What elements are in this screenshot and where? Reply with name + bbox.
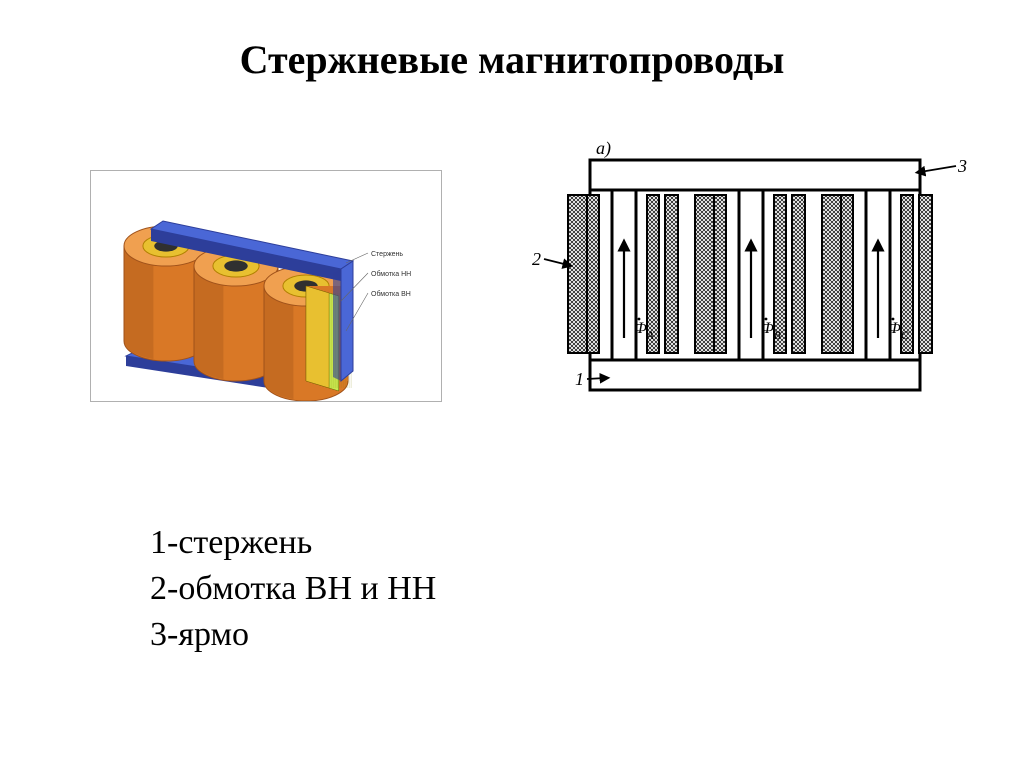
- title-text: Стержневые магнитопроводы: [240, 37, 785, 82]
- transformer-iso-svg: Стержень Обмотка НН Обмотка ВН: [91, 171, 441, 401]
- figure-right: а)ФAФBФC123: [520, 130, 990, 410]
- svg-text:Обмотка НН: Обмотка НН: [371, 270, 411, 278]
- svg-text:2: 2: [532, 249, 541, 269]
- svg-text:а): а): [596, 138, 611, 159]
- figure-left: Стержень Обмотка НН Обмотка ВН: [90, 170, 442, 402]
- legend-item: 1-стержень: [150, 520, 436, 566]
- svg-text:1: 1: [575, 369, 584, 389]
- transformer-schematic-svg: а)ФAФBФC123: [520, 130, 990, 410]
- page-title: Стержневые магнитопроводы: [0, 36, 1024, 83]
- legend-item: 2-обмотка ВН и НН: [150, 566, 436, 612]
- svg-text:Обмотка ВН: Обмотка ВН: [371, 290, 411, 298]
- legend: 1-стержень 2-обмотка ВН и НН 3-ярмо: [150, 520, 436, 658]
- svg-text:3: 3: [957, 156, 967, 176]
- legend-item: 3-ярмо: [150, 612, 436, 658]
- svg-text:Стержень: Стержень: [371, 251, 403, 258]
